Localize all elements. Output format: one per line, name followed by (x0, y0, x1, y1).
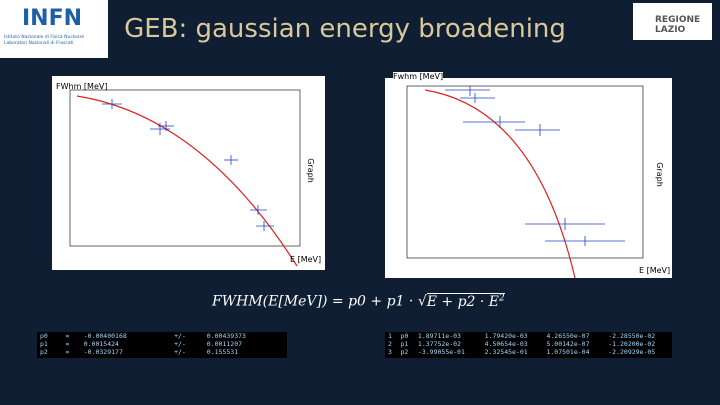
plot-drawing (406, 85, 644, 279)
side-label: Graph (654, 162, 664, 187)
table-cell: 4.50654e-03 (484, 340, 528, 348)
table: 1 p0 1.89711e-03 1.79420e-03 4.26550e-07 -2.2… (385, 332, 672, 356)
plot: FWhm [MeV] E [MeV] Graph (52, 76, 325, 270)
fit-table: p0 = -0.00400168 +/- 0.00439373 p1 = 0.0015424 +… (37, 332, 287, 358)
formula-lhs: FWHM(E[MeV]) = p0 + p1 · (212, 293, 414, 310)
table-cell: +/- (174, 340, 186, 348)
table-cell: p1 (40, 340, 48, 348)
table-cell: 0.00439373 (206, 332, 246, 340)
table-cell: 1.07501e-04 (546, 348, 590, 356)
radicand-text: E + p2 · E (426, 293, 500, 310)
table-cell: = (65, 348, 70, 356)
frame (406, 85, 644, 259)
plot: Fwhm [MeV] E [MeV] Graph (385, 72, 672, 279)
fit-curve (76, 95, 298, 267)
table-cell: p0 (400, 332, 409, 340)
table-row: p0 = -0.00400168 +/- 0.00439373 (37, 332, 287, 340)
fit-curve (424, 89, 576, 279)
table-row: p1 = 0.0015424 +/- 0.0011207 (37, 340, 287, 348)
points (102, 99, 274, 231)
fit-table: 1 p0 1.89711e-03 1.79420e-03 4.26550e-07 -2.2… (385, 332, 672, 358)
table-cell: +/- (174, 332, 186, 340)
sqrt-sign: √ (417, 293, 427, 310)
table-cell: 0.0015424 (83, 340, 119, 348)
formula: FWHM(E[MeV]) = p0 + p1 · √E + p2 · E2 (212, 292, 505, 310)
table-cell: 0.0011207 (206, 340, 243, 348)
table-cell: = (65, 332, 70, 340)
table-row: p2 = -0.0329177 +/- 0.155531 (37, 348, 287, 356)
y-label: FWhm [MeV] (56, 82, 108, 91)
table-cell: 1 (388, 332, 392, 340)
points (445, 86, 625, 246)
table-cell: 1.79420e-03 (484, 332, 528, 340)
table-cell: 4.26550e-07 (546, 332, 590, 340)
table-cell: +/- (174, 348, 186, 356)
table-row: 1 p0 1.89711e-03 1.79420e-03 4.26550e-07 -2.2… (385, 332, 672, 340)
table-row: 3 p2 -3.99055e-01 2.32545e-01 1.07501e-04 -2.… (385, 348, 672, 356)
table-cell: = (65, 340, 70, 348)
table-cell: p2 (40, 348, 48, 356)
table-cell: 2.32545e-01 (484, 348, 528, 356)
plot-drawing (69, 89, 301, 267)
table-cell: -2.28550e-02 (608, 332, 656, 340)
formula-radicand: E + p2 · E2 (426, 292, 505, 310)
table: p0 = -0.00400168 +/- 0.00439373 p1 = 0.0015424 +… (37, 332, 287, 356)
table-cell: 1.37752e-02 (417, 340, 461, 348)
table-cell: -1.20200e-02 (608, 340, 656, 348)
table-cell: -2.20929e-05 (608, 348, 656, 356)
table-cell: p1 (400, 340, 409, 348)
x-label: E [MeV] (290, 255, 322, 264)
logo-sub: Laboratori Nazionali di Frascati (4, 41, 74, 46)
logo-text: INFN (22, 6, 83, 31)
table-cell: -3.99055e-01 (417, 348, 465, 356)
logo-right: REGIONE LAZIO (633, 3, 712, 40)
table-cell: p2 (400, 348, 409, 356)
table-cell: 5.00142e-07 (546, 340, 590, 348)
table-cell: 3 (388, 348, 392, 356)
table-cell: p0 (40, 332, 48, 340)
table-cell: -0.00400168 (83, 332, 127, 340)
logo-text: REGIONE LAZIO (655, 15, 701, 35)
logo-sub: Istituto Nazionale di Fisica Nucleare (4, 35, 85, 40)
logo-left: INFN Istituto Nazionale di Fisica Nuclea… (0, 0, 108, 58)
table-cell: 0.155531 (206, 348, 239, 356)
exponent: 2 (499, 293, 505, 303)
y-label: Fwhm [MeV] (393, 72, 444, 81)
table-cell: 2 (388, 340, 392, 348)
title: GEB: gaussian energy broadening (124, 14, 566, 44)
x-label: E [MeV] (639, 266, 671, 275)
table-cell: -0.0329177 (83, 348, 123, 356)
frame (69, 89, 301, 247)
table-row: 2 p1 1.37752e-02 4.50654e-03 5.00142e-07 -1.2… (385, 340, 672, 348)
side-label: Graph (305, 158, 315, 183)
table-cell: 1.89711e-03 (417, 332, 461, 340)
